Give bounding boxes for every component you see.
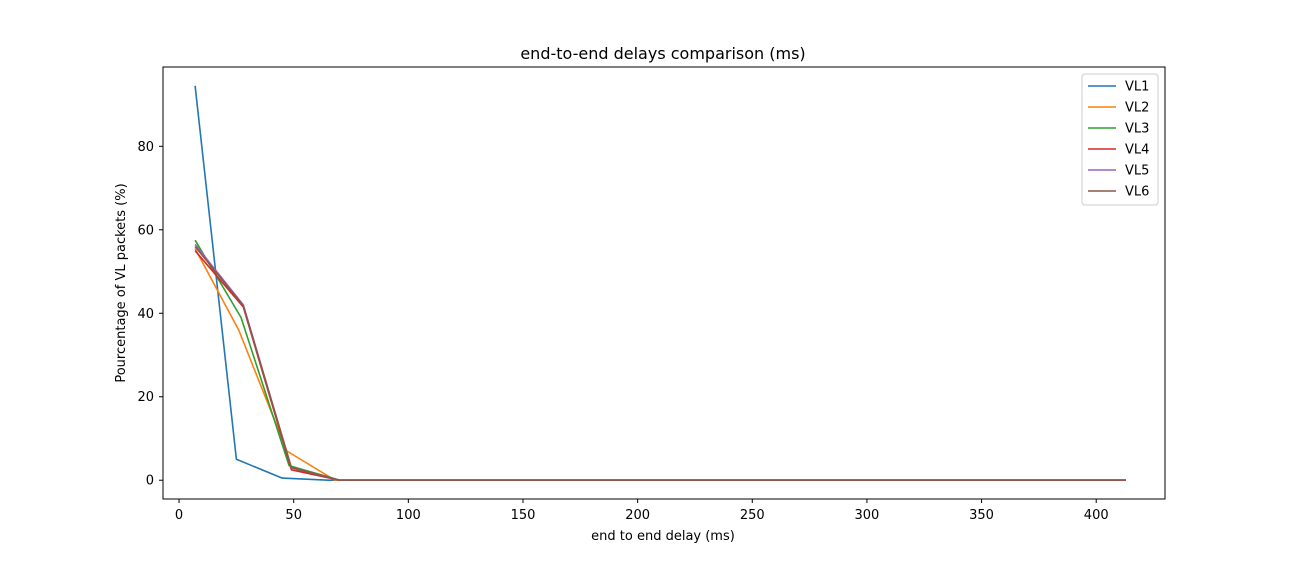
y-axis-label: Pourcentage of VL packets (%): [114, 183, 129, 382]
x-tick-label: 0: [175, 508, 183, 523]
x-tick-label: 50: [285, 508, 302, 523]
legend-label: VL4: [1125, 143, 1149, 158]
series-line-vl3: [194, 239, 1126, 482]
x-tick-label: 300: [855, 508, 880, 523]
series-line-vl2: [194, 248, 1126, 482]
plot-frame: [162, 66, 1166, 500]
chart-title: end-to-end delays comparison (ms): [520, 44, 805, 63]
x-tick-label: 100: [396, 508, 421, 523]
series-line-vl6: [194, 245, 1126, 482]
x-axis: 0 50 100 150 200 250 300 350 400: [175, 499, 1109, 523]
series-line-vl1: [194, 85, 1126, 482]
legend-label: VL1: [1125, 80, 1149, 95]
legend-label: VL2: [1125, 101, 1149, 116]
legend-label: VL6: [1125, 185, 1149, 200]
legend: VL1 VL2 VL3 VL4 VL5 VL6: [1081, 73, 1159, 206]
y-axis: 0 20 40 60 80: [137, 140, 163, 489]
legend-label: VL5: [1125, 164, 1149, 179]
series-layer: [194, 85, 1126, 482]
y-tick-label: 80: [137, 140, 154, 155]
x-tick-label: 350: [969, 508, 994, 523]
x-tick-label: 250: [740, 508, 765, 523]
x-axis-label: end to end delay (ms): [591, 529, 735, 544]
y-tick-label: 60: [137, 223, 154, 238]
x-tick-label: 400: [1084, 508, 1109, 523]
series-line-vl5: [194, 243, 1126, 482]
series-line-vl4: [194, 250, 1126, 482]
legend-label: VL3: [1125, 122, 1149, 137]
y-tick-label: 0: [146, 474, 154, 489]
y-tick-label: 40: [137, 307, 154, 322]
x-tick-label: 150: [511, 508, 536, 523]
x-tick-label: 200: [625, 508, 650, 523]
y-tick-label: 20: [137, 390, 154, 405]
